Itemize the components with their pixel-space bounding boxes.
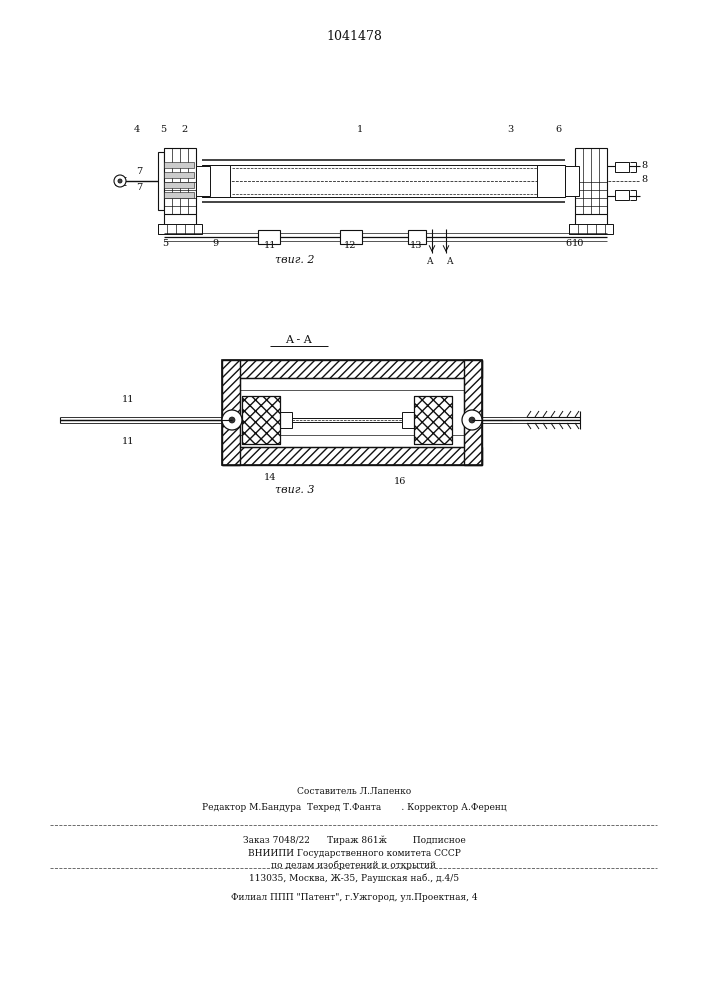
Bar xyxy=(164,148,196,214)
Text: Редактор М.Бандура  Техред Т.Фанта       . Корректор А.Ференц: Редактор М.Бандура Техред Т.Фанта . Корр… xyxy=(201,804,506,812)
Bar xyxy=(569,224,613,234)
Text: ВНИИПИ Государственного комитета СССР: ВНИИПИ Государственного комитета СССР xyxy=(247,848,460,857)
Bar xyxy=(196,166,210,196)
Text: 16: 16 xyxy=(394,478,407,487)
Circle shape xyxy=(462,410,482,430)
Circle shape xyxy=(469,417,475,423)
Text: Филиал ППП "Патент", г.Ужгород, ул.Проектная, 4: Филиал ППП "Патент", г.Ужгород, ул.Проек… xyxy=(230,892,477,902)
Bar xyxy=(615,190,629,200)
Text: 11: 11 xyxy=(264,241,276,250)
Text: Составитель Л.Лапенко: Составитель Л.Лапенко xyxy=(297,788,411,796)
Bar xyxy=(242,396,280,444)
Bar xyxy=(280,412,292,428)
Text: 10: 10 xyxy=(572,239,584,248)
Bar xyxy=(258,230,280,244)
Text: 7: 7 xyxy=(136,167,142,176)
Bar xyxy=(202,165,230,197)
Text: A: A xyxy=(445,256,452,265)
Bar xyxy=(565,166,579,196)
Text: 3: 3 xyxy=(507,125,513,134)
Text: 1041478: 1041478 xyxy=(326,30,382,43)
Text: A: A xyxy=(426,256,432,265)
Text: 113035, Москва, Ж-35, Раушская наб., д.4/5: 113035, Москва, Ж-35, Раушская наб., д.4… xyxy=(249,873,459,883)
Text: 4: 4 xyxy=(134,125,140,134)
Bar xyxy=(158,224,202,234)
Bar xyxy=(464,360,482,465)
Bar xyxy=(164,182,194,188)
Bar xyxy=(414,396,452,444)
Bar xyxy=(222,360,482,465)
Bar xyxy=(222,360,240,465)
Bar xyxy=(222,447,482,465)
Text: 11: 11 xyxy=(122,395,134,404)
Text: 9: 9 xyxy=(212,239,218,248)
Bar xyxy=(240,378,464,447)
Bar xyxy=(414,396,452,444)
Bar xyxy=(575,148,607,214)
Text: 8: 8 xyxy=(641,161,647,170)
Bar xyxy=(164,192,194,198)
Circle shape xyxy=(229,417,235,423)
Bar xyxy=(340,230,362,244)
Text: τвиг. 2: τвиг. 2 xyxy=(275,255,315,265)
Text: 11: 11 xyxy=(122,438,134,446)
Text: 5: 5 xyxy=(160,125,166,134)
Bar xyxy=(242,396,280,444)
Circle shape xyxy=(118,179,122,183)
Bar xyxy=(222,360,482,378)
Text: 12: 12 xyxy=(344,241,356,250)
Text: 15: 15 xyxy=(419,426,431,434)
Text: 5: 5 xyxy=(162,239,168,248)
Text: 14: 14 xyxy=(264,474,276,483)
Bar xyxy=(615,162,629,172)
Text: 8: 8 xyxy=(641,176,647,184)
Bar xyxy=(408,230,426,244)
Text: 13: 13 xyxy=(410,241,422,250)
Bar xyxy=(158,152,164,210)
Bar xyxy=(537,165,565,197)
Text: 7: 7 xyxy=(136,184,142,192)
Text: τвиг. 3: τвиг. 3 xyxy=(275,485,315,495)
Text: 6: 6 xyxy=(555,125,561,134)
Bar xyxy=(402,412,414,428)
Text: 6: 6 xyxy=(565,239,571,248)
Bar xyxy=(164,162,194,168)
Bar xyxy=(164,172,194,178)
Text: 2: 2 xyxy=(182,125,188,134)
Text: по делам изобретений и открытий: по делам изобретений и открытий xyxy=(271,860,436,870)
Circle shape xyxy=(222,410,242,430)
Text: 1: 1 xyxy=(357,125,363,134)
Text: Заказ 7048/22      Тираж 861ӂ         Подписное: Заказ 7048/22 Тираж 861ӂ Подписное xyxy=(243,835,465,845)
Text: A - A: A - A xyxy=(285,335,311,345)
Circle shape xyxy=(114,175,126,187)
